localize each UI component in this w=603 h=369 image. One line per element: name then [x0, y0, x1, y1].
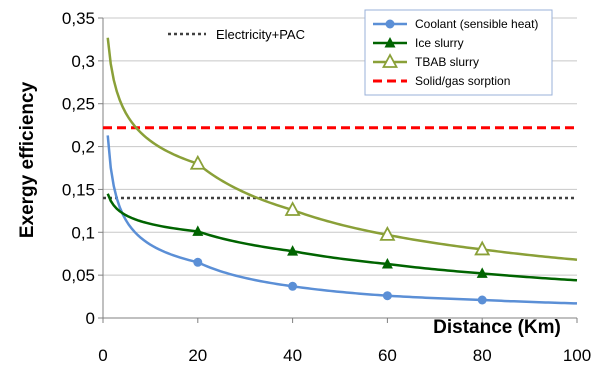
grid — [103, 17, 577, 276]
series-line-ice-slurry — [106, 193, 578, 282]
annotation-electricity-pac: Electricity+PAC — [168, 27, 305, 42]
x-tick-label: 80 — [473, 346, 492, 365]
y-tick-label: 0,05 — [62, 266, 95, 285]
legend-marker-ice-slurry — [384, 37, 396, 48]
y-tick-label: 0,25 — [62, 95, 95, 114]
x-tick-label: 0 — [98, 346, 107, 365]
legend-label-coolant-sensible-heat: Coolant (sensible heat) — [415, 17, 538, 31]
series-line-coolant-sensible-heat — [106, 135, 578, 305]
x-tick-label: 100 — [563, 346, 591, 365]
y-tick-label: 0,2 — [71, 138, 95, 157]
data-point-coolant-sensible-heat — [477, 295, 487, 305]
y-tick-label: 0,35 — [62, 9, 95, 28]
data-point-ice-slurry — [287, 245, 299, 256]
data-point-tbab-slurry — [379, 225, 396, 241]
legend-label-tbab-slurry: TBAB slurry — [415, 55, 479, 69]
data-point-tbab-slurry — [474, 240, 491, 256]
annotation-label: Electricity+PAC — [216, 27, 305, 42]
x-tick-label: 60 — [378, 346, 397, 365]
legend-marker-tbab-slurry — [381, 53, 399, 68]
data-point-coolant-sensible-heat — [382, 291, 392, 301]
legend: Coolant (sensible heat) Ice slurry TBAB sl… — [364, 9, 553, 96]
plot-series — [103, 37, 578, 305]
tick-labels: 0 0,05 0,1 0,15 0,2 0,25 0,3 0,35 0 20 40 60 80 100 — [62, 9, 591, 365]
y-tick-label: 0,1 — [71, 223, 95, 242]
legend-label-solid-gas-sorption: Solid/gas sorption — [415, 74, 510, 88]
data-point-coolant-sensible-heat — [288, 281, 298, 291]
y-tick-label: 0 — [86, 309, 95, 328]
x-axis-label: Distance (Km) — [433, 317, 561, 338]
series-line-tbab-slurry — [106, 37, 578, 261]
data-point-tbab-slurry — [189, 154, 206, 170]
data-point-coolant-sensible-heat — [193, 257, 203, 267]
data-point-tbab-slurry — [284, 201, 301, 216]
data-point-ice-slurry — [476, 267, 488, 278]
data-point-ice-slurry — [192, 225, 204, 236]
y-tick-label: 0,15 — [62, 180, 95, 199]
x-tick-label: 40 — [283, 346, 302, 365]
y-axis-label: Exergy efficiency — [17, 81, 38, 238]
legend-label-ice-slurry: Ice slurry — [415, 36, 464, 50]
legend-marker-coolant-sensible-heat — [385, 19, 395, 29]
data-point-ice-slurry — [381, 258, 393, 269]
axes — [98, 17, 578, 323]
y-tick-label: 0,3 — [71, 52, 95, 71]
x-tick-label: 20 — [188, 346, 207, 365]
